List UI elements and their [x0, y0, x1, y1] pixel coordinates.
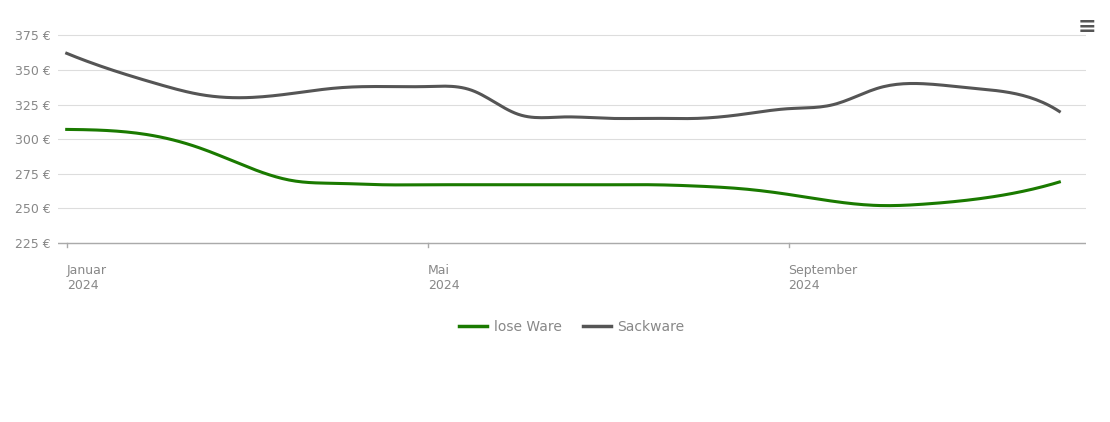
- Legend: lose Ware, Sackware: lose Ware, Sackware: [454, 314, 690, 339]
- Text: ≡: ≡: [1078, 17, 1097, 37]
